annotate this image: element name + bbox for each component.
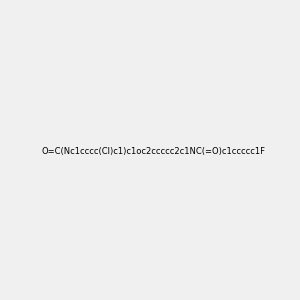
Text: O=C(Nc1cccc(Cl)c1)c1oc2ccccc2c1NC(=O)c1ccccc1F: O=C(Nc1cccc(Cl)c1)c1oc2ccccc2c1NC(=O)c1c… [42,147,266,156]
